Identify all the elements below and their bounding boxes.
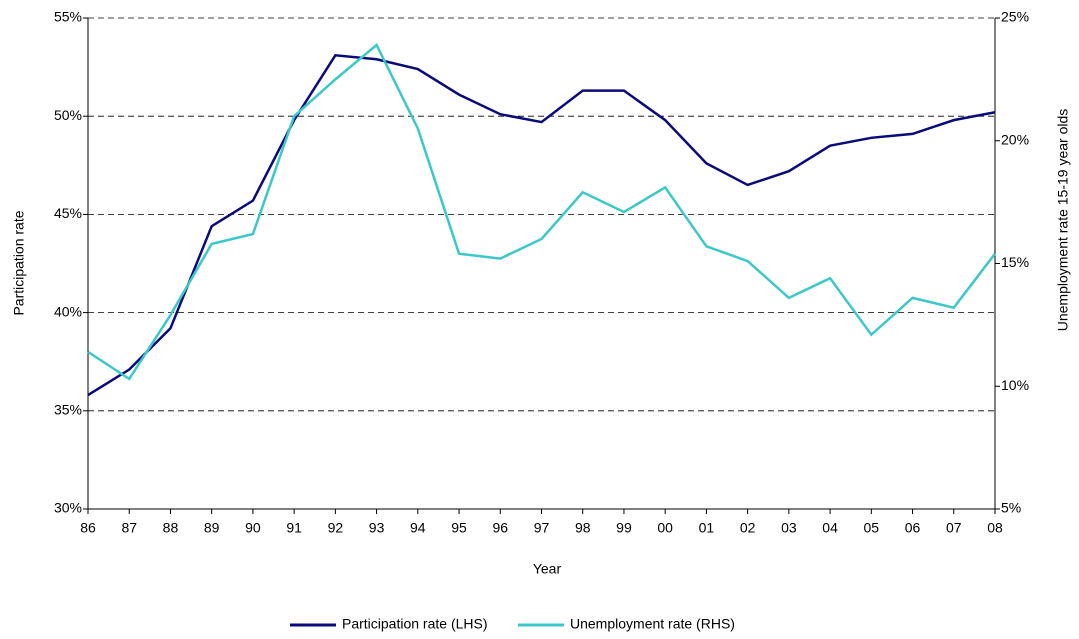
y-tick-label: 30% <box>54 500 82 516</box>
legend-label: Participation rate (LHS) <box>342 616 488 632</box>
y-tick-label: 35% <box>54 402 82 418</box>
y-tick-label: 45% <box>54 205 82 221</box>
y2-tick-label: 10% <box>1001 377 1029 393</box>
x-tick-label: 04 <box>822 520 838 536</box>
x-tick-label: 90 <box>245 520 261 536</box>
y-tick-label: 40% <box>54 303 82 319</box>
x-tick-label: 07 <box>946 520 962 536</box>
x-tick-label: 01 <box>699 520 715 536</box>
x-tick-label: 95 <box>451 520 467 536</box>
x-tick-label: 88 <box>163 520 179 536</box>
x-tick-label: 02 <box>740 520 756 536</box>
x-tick-label: 99 <box>616 520 632 536</box>
x-tick-label: 08 <box>987 520 1003 536</box>
y2-tick-label: 15% <box>1001 254 1029 270</box>
x-tick-label: 03 <box>781 520 797 536</box>
y2-tick-label: 5% <box>1001 500 1021 516</box>
y2-axis-label: Unemployment rate 15-19 year olds <box>1055 109 1071 332</box>
y-axis-label: Participation rate <box>11 210 27 315</box>
series-line <box>87 43 996 381</box>
x-tick-label: 97 <box>534 520 550 536</box>
legend-label: Unemployment rate (RHS) <box>570 616 735 632</box>
y-tick-label: 50% <box>54 107 82 123</box>
x-tick-label: 89 <box>204 520 220 536</box>
x-tick-label: 96 <box>492 520 508 536</box>
x-tick-label: 92 <box>328 520 344 536</box>
y2-tick-label: 25% <box>1001 9 1029 25</box>
x-tick-label: 06 <box>905 520 921 536</box>
x-tick-label: 98 <box>575 520 591 536</box>
y2-tick-label: 20% <box>1001 131 1029 147</box>
y-tick-label: 55% <box>54 9 82 25</box>
x-tick-label: 93 <box>369 520 385 536</box>
x-tick-label: 05 <box>864 520 880 536</box>
series-line <box>87 53 996 397</box>
x-tick-label: 87 <box>121 520 137 536</box>
x-tick-label: 94 <box>410 520 426 536</box>
x-tick-label: 91 <box>286 520 302 536</box>
x-tick-label: 00 <box>657 520 673 536</box>
x-axis-label: Year <box>533 561 562 577</box>
x-tick-label: 86 <box>80 520 96 536</box>
